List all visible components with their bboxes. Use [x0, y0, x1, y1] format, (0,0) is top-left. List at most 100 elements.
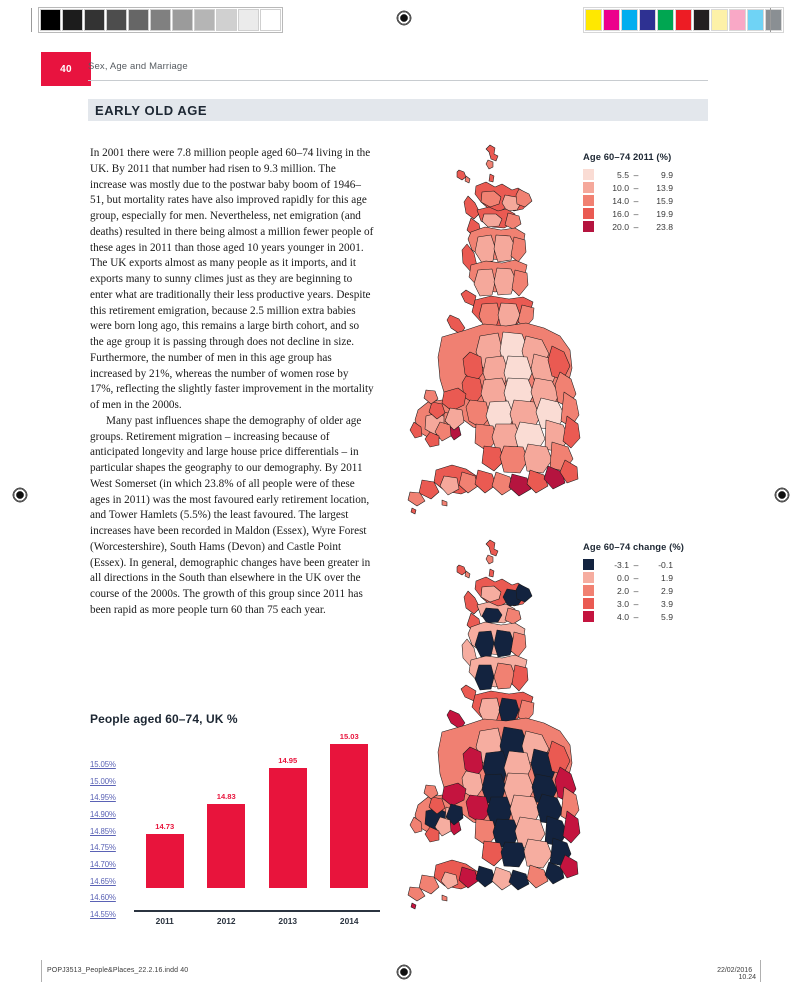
- legend-row: 14.0– 15.9: [583, 194, 673, 207]
- footer-rule-right: [760, 960, 761, 982]
- colour-swatch-9: [747, 9, 764, 31]
- legend-swatch-icon: [583, 611, 594, 622]
- chart-title: People aged 60–74, UK %: [90, 712, 238, 726]
- colour-swatch-7: [711, 9, 728, 31]
- colour-swatch-10: [765, 9, 782, 31]
- greyscale-swatch-8: [216, 9, 237, 31]
- chart-x-tick-label: 2012: [216, 916, 236, 926]
- legend-range-dash: –: [633, 195, 639, 206]
- legend-range-dash: –: [633, 598, 639, 609]
- legend-range-dash: –: [633, 611, 639, 622]
- legend-swatch-icon: [583, 221, 594, 232]
- registration-target-icon-top: [394, 8, 414, 28]
- greyscale-swatch-0: [40, 9, 61, 31]
- legend-range-dash: –: [633, 169, 639, 180]
- legend-range-low: 3.0: [617, 598, 629, 609]
- legend-row: 5.5– 9.9: [583, 168, 673, 181]
- colour-swatch-0: [585, 9, 602, 31]
- legend-range-low: 14.0: [612, 195, 629, 206]
- chart-bar-slot[interactable]: 15.03: [330, 732, 369, 888]
- legend-range-high: 2.9: [661, 585, 673, 596]
- legend-range-dash: –: [633, 585, 639, 596]
- legend-range-low: 0.0: [617, 572, 629, 583]
- footer-filename: POPJ3513_People&Places_22.2.16.indd 40: [47, 967, 189, 974]
- chart-x-tick-label: 2011: [155, 916, 174, 926]
- footer-time: 10.24: [738, 974, 756, 981]
- legend-range-high: 23.8: [656, 221, 673, 232]
- greyscale-swatch-4: [128, 9, 149, 31]
- footer-date: 22/02/2016: [717, 967, 753, 974]
- chart-bar[interactable]: [330, 744, 369, 888]
- chart-y-tick-label: 14.55%: [90, 910, 116, 919]
- running-head: Sex, Age and Marriage: [88, 61, 188, 72]
- chart-bar-slot[interactable]: 14.95: [268, 738, 307, 888]
- legend-swatch-icon: [583, 182, 594, 193]
- legend-row: 2.0– 2.9: [583, 584, 684, 597]
- legend-range-low: 20.0: [612, 221, 629, 232]
- uk-cartogram-age-60-74-change: [404, 535, 604, 930]
- legend-range-low: 4.0: [617, 611, 629, 622]
- chart-x-axis-line: [134, 910, 380, 912]
- legend-swatch-icon: [583, 208, 594, 219]
- chart-bar-slot[interactable]: 14.73: [145, 738, 184, 888]
- greyscale-swatch-5: [150, 9, 171, 31]
- page-number-badge: 40: [41, 52, 91, 86]
- legend-range-dash: –: [633, 559, 639, 570]
- colour-swatch-3: [639, 9, 656, 31]
- colour-calibration-bar: [583, 7, 784, 33]
- crop-tick-right: [770, 8, 771, 32]
- footer-timestamp: 22/02/2016 10.24: [700, 967, 756, 981]
- greyscale-swatch-3: [106, 9, 127, 31]
- legend-range-high: 5.9: [661, 611, 673, 622]
- header-rule: [88, 80, 708, 81]
- legend-row: 0.0– 1.9: [583, 571, 684, 584]
- chart-bar[interactable]: [145, 834, 184, 888]
- legend-range-dash: –: [633, 208, 639, 219]
- article-body: In 2001 there were 7.8 million people ag…: [90, 146, 374, 619]
- legend-swatch-icon: [583, 598, 594, 609]
- greyscale-swatch-9: [238, 9, 259, 31]
- legend-row: 4.0– 5.9: [583, 610, 684, 623]
- legend-swatch-icon: [583, 195, 594, 206]
- legend-age-60-74-2011: Age 60–74 2011 (%) 5.5–9.9 10.0–13.9 14.0–…: [583, 151, 673, 233]
- chart-y-tick-label: 14.95%: [90, 793, 116, 803]
- section-title-band: [88, 99, 708, 121]
- legend-range-dash: –: [633, 221, 639, 232]
- chart-plot-area: 15.05% 15.00% 14.95% 14.90% 14.85% 14.75% 14.7…: [90, 732, 380, 926]
- legend-range-high: 19.9: [656, 208, 673, 219]
- chart-y-tick-label: 15.05%: [90, 760, 116, 769]
- bar-chart-people-aged-60-74: People aged 60–74, UK % 15.05% 15.00% 14.9…: [90, 712, 380, 926]
- colour-swatch-8: [729, 9, 746, 31]
- legend-title: Age 60–74 change (%): [583, 541, 684, 552]
- legend-range-dash: –: [633, 182, 639, 193]
- greyscale-swatch-7: [194, 9, 215, 31]
- legend-age-60-74-change: Age 60–74 change (%) -3.1– -0.1 0.0–1.9 2.0…: [583, 541, 684, 623]
- legend-row: -3.1– -0.1: [583, 558, 684, 571]
- colour-swatch-6: [693, 9, 710, 31]
- colour-swatch-5: [675, 9, 692, 31]
- uk-cartogram-age-60-74-2011: [404, 140, 604, 535]
- legend-range-high: 1.9: [661, 572, 673, 583]
- chart-bar[interactable]: [268, 768, 307, 888]
- chart-y-tick-label: 14.75%: [90, 843, 116, 853]
- legend-row: 16.0– 19.9: [583, 207, 673, 220]
- chart-y-tick-label: 14.65%: [90, 876, 116, 886]
- legend-row: 3.0– 3.9: [583, 597, 684, 610]
- legend-range-high: -0.1: [658, 559, 673, 570]
- greyscale-calibration-bar: [38, 7, 283, 33]
- chart-y-tick-label: 15.00%: [90, 776, 116, 786]
- legend-title: Age 60–74 2011 (%): [583, 151, 672, 162]
- chart-bar-value-label: 14.83: [216, 792, 236, 801]
- chart-bar-value-label: 15.03: [339, 732, 359, 741]
- chart-bar-slot[interactable]: 14.83: [207, 738, 246, 888]
- legend-range-high: 3.9: [661, 598, 673, 609]
- chart-bars: 14.73 14.83 14.95 15.03: [134, 732, 380, 888]
- chart-bar-value-label: 14.73: [155, 822, 175, 831]
- chart-y-tick-label: 14.60%: [90, 893, 116, 903]
- chart-y-tick-label: 14.85%: [90, 826, 116, 836]
- chart-y-tick-label: 14.90%: [90, 810, 116, 819]
- chart-x-tick-label: 2013: [278, 916, 298, 926]
- colour-swatch-4: [657, 9, 674, 31]
- chart-bar[interactable]: [207, 804, 246, 888]
- greyscale-swatch-10: [260, 9, 281, 31]
